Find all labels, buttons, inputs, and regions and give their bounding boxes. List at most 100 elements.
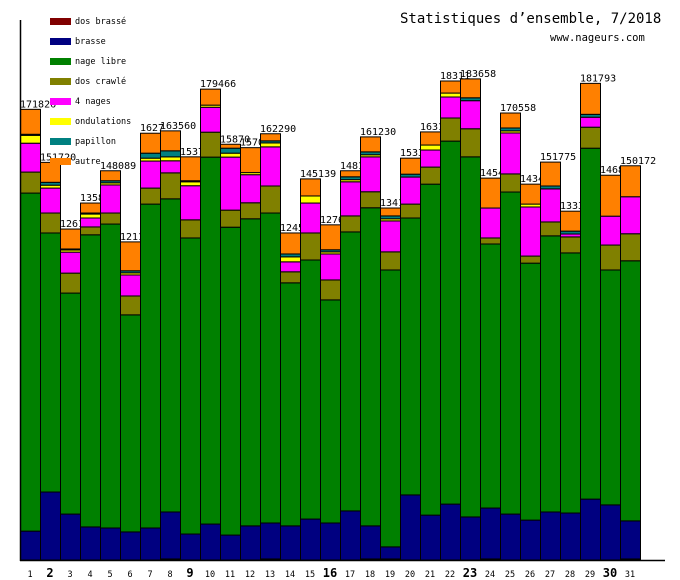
x-tick-label: 6	[127, 570, 132, 580]
bar-segment-brasse	[200, 523, 221, 561]
bar-day-14: 1245	[280, 223, 304, 561]
bar-segment-nage-libre	[420, 183, 441, 516]
bar-segment-dos-crawlé	[520, 255, 541, 264]
bar-segment-nage-libre	[400, 217, 421, 496]
x-tick-label: 10	[205, 570, 215, 580]
legend-swatch	[50, 118, 71, 125]
bar-segment-brasse	[300, 518, 321, 561]
total-label: 1276	[320, 215, 344, 226]
bar-segment-brasse	[500, 513, 521, 561]
bar-segment-nage-libre	[200, 156, 221, 525]
bar-segment-brasse	[340, 510, 361, 561]
bar-segment-nage-libre	[120, 314, 141, 533]
bar-segment-4-nages	[520, 206, 541, 257]
bar-segment-autre	[540, 161, 561, 187]
legend: dos brassé brasse nage libre dos crawlé 4 na…	[50, 16, 131, 167]
bar-segment-dos-crawlé	[120, 295, 141, 316]
bar-segment-autre	[400, 157, 421, 175]
bar-segment-nage-libre	[280, 282, 301, 527]
bar-segment-nage-libre	[520, 262, 541, 521]
bar-segment-ondulations	[260, 142, 281, 148]
bar-segment-4-nages	[620, 196, 641, 235]
bar-segment-nage-libre	[340, 231, 361, 512]
total-label: 1333	[560, 201, 584, 212]
bar-segment-autre	[220, 143, 241, 149]
bar-segment-dos-crawlé	[320, 279, 341, 301]
bar-segment-brasse	[60, 513, 81, 561]
x-tick-label: 16	[323, 566, 337, 580]
bar-segment-nage-libre	[240, 218, 261, 527]
x-tick-label: 11	[225, 570, 235, 580]
total-label: 150172	[620, 156, 656, 167]
bar-day-16: 1276	[320, 215, 344, 561]
bar-segment-autre	[480, 177, 501, 209]
bar-day-27: 151775	[540, 152, 576, 561]
bar-segment-ondulations	[80, 213, 101, 219]
bar-day-7: 1627	[140, 123, 164, 561]
bar-day-5: 148089	[100, 161, 136, 561]
bar-segment-ondulations	[160, 156, 181, 162]
legend-label: dos crawlé	[75, 76, 126, 87]
bar-day-30: 1468	[600, 165, 624, 561]
bar-segment-brasse	[40, 491, 61, 561]
bar-segment-dos-crawlé	[260, 185, 281, 214]
bar-segment-nage-libre	[360, 207, 381, 527]
total-label: 179466	[200, 79, 236, 90]
bar-segment-dos-crawlé	[40, 212, 61, 234]
bar-segment-dos-crawlé	[560, 236, 581, 254]
bar-segment-dos-crawlé	[480, 237, 501, 245]
chart-title: Statistiques d’ensemble, 7/2018	[400, 11, 661, 27]
bar-segment-nage-libre	[580, 147, 601, 500]
bar-segment-4-nages	[120, 274, 141, 297]
bar-segment-autre	[520, 183, 541, 205]
bar-segment-brasse	[600, 504, 621, 561]
bar-segment-ondulations	[440, 92, 461, 98]
legend-label: autre	[75, 157, 101, 167]
total-label: 171826	[20, 99, 56, 110]
bar-segment-autre	[140, 132, 161, 154]
bar-segment-dos-crawlé	[580, 126, 601, 149]
bar-segment-brasse	[540, 511, 561, 561]
bar-segment-brasse	[120, 531, 141, 561]
bar-day-31: 150172	[620, 156, 656, 561]
bar-segment-autre	[240, 147, 261, 174]
total-label: 1434	[520, 174, 544, 185]
bar-segment-brasse	[480, 507, 501, 560]
bar-segment-brasse	[320, 522, 341, 561]
bar-segment-brasse	[620, 520, 641, 560]
bar-segment-brasse	[440, 503, 461, 561]
legend-label: dos brassé	[75, 16, 126, 27]
bar-segment-autre	[80, 202, 101, 214]
bar-segment-papillon	[220, 147, 241, 154]
bar-segment-dos-crawlé	[140, 187, 161, 205]
legend-swatch	[50, 78, 71, 85]
x-tick-label: 22	[445, 570, 455, 580]
total-label: 1631	[420, 122, 444, 133]
total-label: 1533	[400, 148, 424, 159]
bar-segment-autre	[420, 131, 441, 146]
bar-segment-brasse	[460, 516, 481, 561]
bar-day-11: 15870	[220, 134, 250, 561]
x-tick-label: 4	[87, 570, 92, 580]
legend-label: brasse	[75, 37, 106, 47]
bar-segment-dos-crawlé	[240, 202, 261, 220]
x-tick-label: 28	[565, 570, 575, 580]
bar-segment-brasse	[260, 522, 281, 560]
bar-segment-4-nages	[140, 160, 161, 189]
x-tick-label: 19	[385, 570, 395, 580]
bar-segment-nage-libre	[560, 252, 581, 514]
bar-segment-4-nages	[400, 176, 421, 205]
bar-segment-dos-crawlé	[280, 271, 301, 284]
x-tick-label: 3	[67, 570, 72, 580]
bar-segment-4-nages	[220, 156, 241, 211]
bar-segment-brasse	[580, 498, 601, 561]
bar-segment-4-nages	[480, 207, 501, 239]
bar-day-8: 163560	[160, 121, 196, 561]
bar-segment-4-nages	[260, 146, 281, 187]
bar-day-21: 1631	[420, 122, 444, 561]
x-tick-label: 13	[265, 570, 275, 580]
bar-segment-brasse	[560, 512, 581, 561]
bar-segment-4-nages	[440, 96, 461, 119]
bar-segment-dos-crawlé	[340, 215, 361, 233]
total-label: 170558	[500, 103, 536, 114]
